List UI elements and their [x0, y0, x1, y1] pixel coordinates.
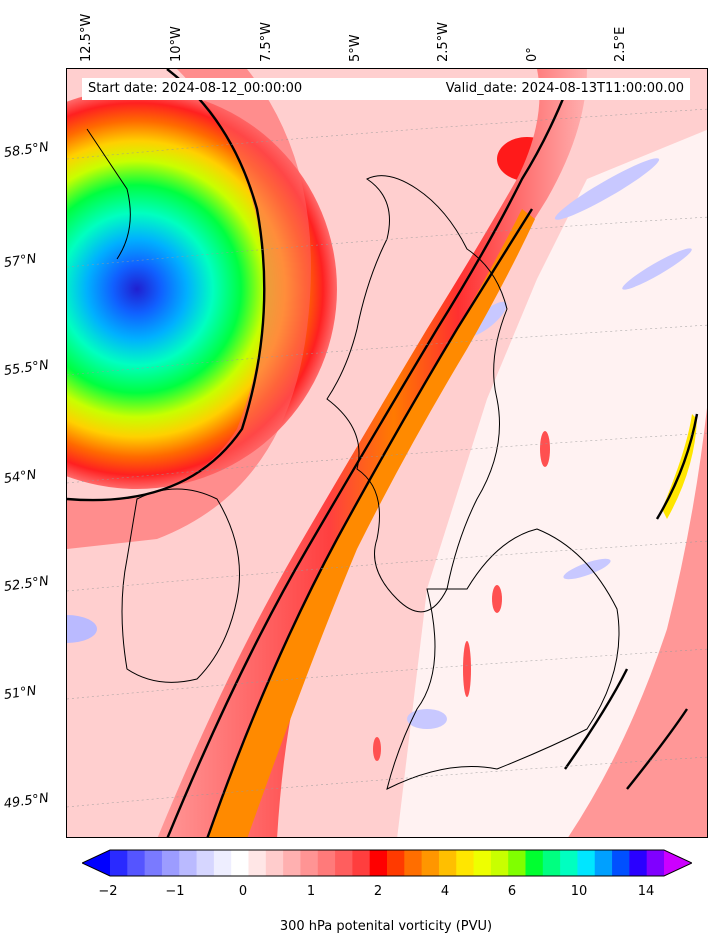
start-date-text: Start date: 2024-08-12_00:00:00	[88, 81, 303, 96]
pv-2pvu-contours	[67, 69, 699, 837]
cb-tick-neg1: −1	[165, 884, 185, 899]
colorbar-bin	[161, 850, 180, 876]
cb-tick-14: 14	[637, 884, 655, 899]
lon-label-0: 0°	[525, 47, 540, 62]
colorbar-extend-min	[82, 850, 110, 876]
colorbar-label: 300 hPa potenital vorticity (PVU)	[279, 919, 493, 934]
lon-label-5w: 5°W	[348, 34, 363, 62]
lat-label-49-5n: 49.5°N	[2, 790, 50, 812]
lat-label-54n: 54°N	[2, 467, 38, 487]
colorbar-bin	[560, 850, 578, 876]
colorbar-bin	[612, 850, 630, 876]
lat-label-52-5n: 52.5°N	[2, 573, 50, 595]
colorbar-bin	[542, 850, 561, 876]
colorbar-bin	[231, 850, 249, 876]
colorbar-bin	[213, 850, 232, 876]
graticule	[67, 108, 707, 808]
lat-label-55-5n: 55.5°N	[2, 357, 50, 379]
colorbar-bin	[456, 850, 475, 876]
negative-pv-patches	[67, 158, 692, 729]
colorbar-bin	[300, 850, 319, 876]
cb-tick-1: 1	[306, 884, 316, 899]
lon-label-7-5w: 7.5°W	[259, 21, 274, 62]
colorbar-bin	[283, 850, 301, 876]
colorbar-bin	[127, 850, 146, 876]
colorbar-bin	[473, 850, 492, 876]
pv-map-panel	[66, 68, 708, 838]
colorbar-bin	[438, 850, 457, 876]
date-info-box: Start date: 2024-08-12_00:00:00 Valid_da…	[82, 78, 690, 100]
colorbar-bin	[335, 850, 353, 876]
colorbar-bin	[248, 850, 267, 876]
valid-date-text: Valid_date: 2024-08-13T11:00:00.00	[445, 81, 684, 96]
colorbar-bin	[369, 850, 388, 876]
colorbar-bin	[629, 850, 648, 876]
cb-tick-4: 4	[440, 884, 450, 899]
colorbar-bin	[525, 850, 544, 876]
colorbar-bin	[646, 850, 665, 876]
colorbar-bin	[490, 850, 509, 876]
colorbar-bin	[144, 850, 163, 876]
colorbar-extend-max	[664, 850, 692, 876]
pv-map-canvas	[67, 69, 707, 837]
coastlines	[86, 128, 620, 790]
colorbar-bin	[179, 850, 198, 876]
pv-streamer-band	[157, 69, 587, 837]
cb-tick-neg2: −2	[98, 884, 118, 899]
pv-low-region-east	[397, 129, 707, 837]
lon-label-2-5e: 2.5°E	[613, 26, 628, 62]
lon-label-10w: 10°W	[169, 26, 184, 62]
colorbar-bin	[594, 850, 613, 876]
colorbar-bin	[265, 850, 284, 876]
lon-label-12-5w: 12.5°W	[79, 13, 94, 62]
colorbar-bin	[387, 850, 405, 876]
cb-tick-0: 0	[238, 884, 248, 899]
pv-colorbar	[82, 849, 692, 877]
colorbar-bin	[421, 850, 440, 876]
pv-streamer-core	[207, 209, 535, 837]
lon-label-2-5w: 2.5°W	[436, 21, 451, 62]
colorbar-bin	[404, 850, 423, 876]
lat-label-51n: 51°N	[2, 683, 38, 703]
colorbar-bin	[352, 850, 371, 876]
colorbar-outline	[82, 849, 692, 877]
colorbar-bin	[577, 850, 596, 876]
colorbar-bin	[508, 850, 526, 876]
cb-tick-2: 2	[373, 884, 383, 899]
colorbar-bin	[196, 850, 215, 876]
lat-label-58-5n: 58.5°N	[2, 139, 50, 161]
colorbar-bin	[317, 850, 336, 876]
cb-tick-10: 10	[570, 884, 588, 899]
cb-tick-6: 6	[507, 884, 517, 899]
colorbar-bin	[110, 850, 128, 876]
lat-label-57n: 57°N	[2, 251, 38, 271]
